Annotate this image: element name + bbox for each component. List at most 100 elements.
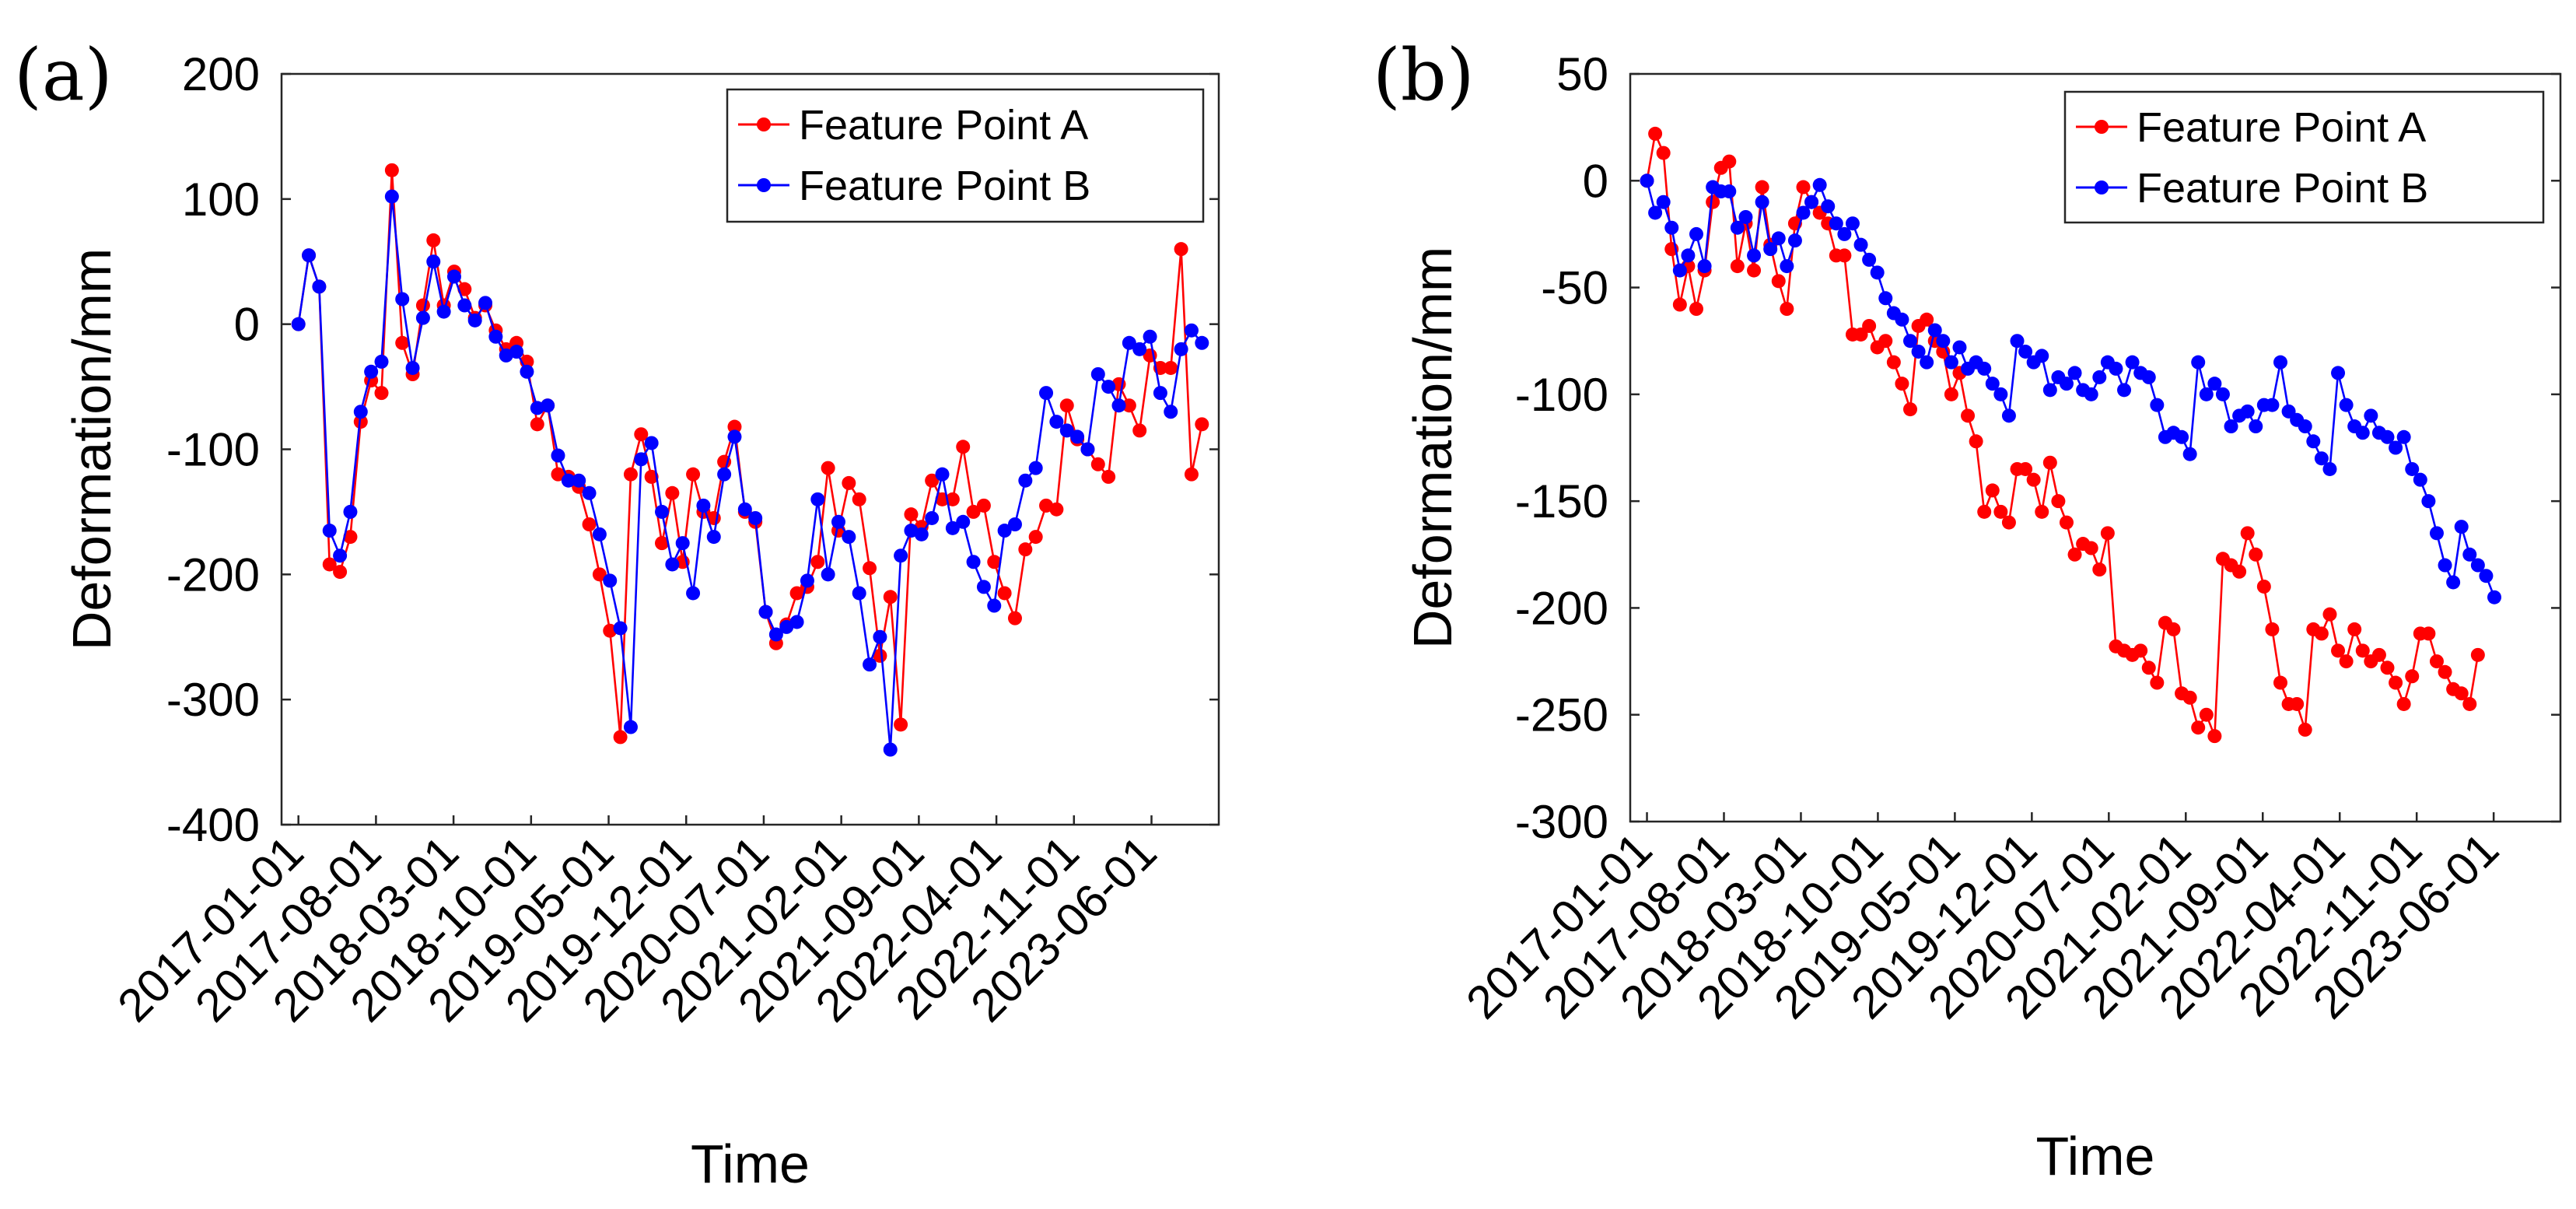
data-point	[1132, 423, 1147, 438]
data-point	[2240, 404, 2255, 419]
data-point	[831, 514, 845, 529]
data-point	[478, 296, 493, 310]
legend-marker	[2095, 120, 2109, 134]
data-point	[883, 590, 898, 604]
data-point	[634, 452, 649, 467]
data-point	[2084, 541, 2098, 555]
data-point	[2454, 520, 2469, 534]
data-point	[2462, 547, 2477, 562]
legend-label: Feature Point B	[2137, 165, 2428, 212]
data-point	[2018, 461, 2033, 476]
data-point	[426, 254, 441, 269]
data-point	[966, 504, 981, 519]
data-point	[2207, 729, 2222, 744]
data-point	[1059, 398, 1074, 413]
data-point	[2232, 564, 2247, 579]
data-point	[1780, 302, 1794, 317]
data-point	[2380, 429, 2395, 444]
y-tick-label: -400	[166, 799, 260, 851]
data-point	[1845, 216, 1860, 231]
data-point	[2389, 440, 2403, 455]
data-point	[1829, 216, 1843, 231]
data-point	[966, 555, 981, 569]
x-axis-title: Time	[691, 1134, 810, 1194]
data-point	[1993, 504, 2008, 519]
data-point	[706, 530, 721, 545]
data-point	[1018, 473, 1033, 488]
data-point	[2191, 720, 2206, 735]
data-point	[1689, 302, 1703, 317]
data-point	[1920, 355, 1934, 370]
data-point	[1771, 274, 1786, 289]
data-point	[1111, 398, 1126, 413]
data-point	[2331, 643, 2346, 658]
data-point	[842, 530, 856, 545]
y-tick-label: 50	[1556, 48, 1608, 100]
y-axis-title: Deformation/mm	[61, 248, 122, 650]
data-point	[655, 504, 670, 519]
data-point	[1122, 398, 1136, 413]
data-point	[686, 467, 701, 482]
data-point	[2256, 579, 2271, 594]
data-point	[634, 427, 649, 442]
data-point	[436, 304, 451, 319]
data-point	[1039, 386, 1054, 401]
data-point	[364, 364, 379, 379]
data-point	[343, 530, 358, 545]
y-tick-label: -200	[166, 548, 260, 601]
data-point	[2059, 515, 2074, 530]
data-point	[592, 527, 607, 541]
data-point	[1796, 205, 1811, 220]
data-point	[2001, 515, 2016, 530]
data-point	[1059, 423, 1074, 438]
data-point	[1697, 259, 1712, 274]
data-point	[509, 345, 524, 359]
data-point	[1837, 248, 1852, 263]
y-tick-label: 200	[182, 48, 260, 100]
data-point	[852, 492, 866, 506]
y-tick-label: -100	[166, 424, 260, 476]
data-point	[395, 292, 410, 307]
legend-marker	[757, 178, 771, 192]
data-point	[405, 360, 420, 375]
data-point	[2026, 472, 2041, 487]
data-point	[2429, 526, 2444, 541]
data-point	[2092, 370, 2107, 384]
panel-label: (a)	[14, 33, 113, 117]
legend-box	[726, 88, 1205, 223]
data-point	[322, 557, 337, 572]
data-point	[2001, 408, 2016, 423]
data-point	[2010, 334, 2025, 349]
data-point	[1812, 177, 1827, 192]
data-point	[1080, 442, 1095, 457]
data-point	[2175, 429, 2189, 444]
y-tick-label: -50	[1541, 262, 1608, 314]
data-point	[374, 386, 389, 401]
data-point	[2314, 451, 2329, 466]
data-point	[1895, 377, 1909, 391]
data-point	[2371, 647, 2386, 662]
data-point	[1985, 483, 2000, 498]
data-point	[727, 429, 742, 444]
data-point	[1164, 360, 1178, 375]
data-point	[384, 163, 399, 177]
data-point	[1689, 226, 1703, 241]
data-point	[997, 524, 1012, 538]
data-point	[1028, 530, 1043, 545]
data-point	[914, 527, 929, 541]
data-point	[541, 398, 555, 413]
data-point	[2207, 377, 2222, 391]
data-point	[1195, 417, 1209, 432]
data-point	[415, 298, 430, 313]
data-point	[1656, 145, 1671, 160]
data-point	[2470, 647, 2485, 662]
data-point	[2199, 387, 2214, 401]
data-point	[488, 329, 503, 344]
data-point	[1648, 205, 1663, 220]
data-point	[2421, 494, 2436, 509]
data-point	[572, 473, 586, 488]
data-point	[2438, 664, 2452, 679]
data-point	[1755, 194, 1769, 209]
data-point	[2306, 434, 2321, 449]
data-point	[789, 586, 804, 601]
